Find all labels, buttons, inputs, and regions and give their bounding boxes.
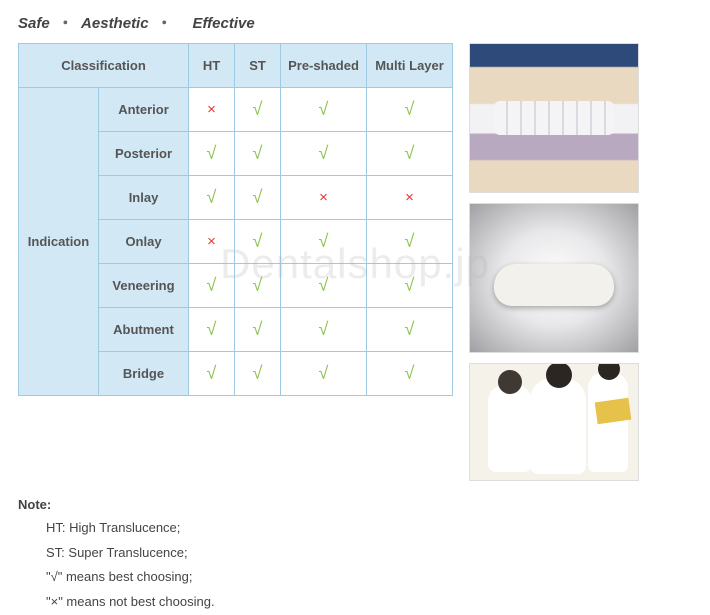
cross-icon: × bbox=[405, 189, 414, 206]
classification-table: Classification HT ST Pre-shaded Multi La… bbox=[18, 43, 453, 396]
cell-ps: √ bbox=[281, 264, 367, 308]
check-icon: √ bbox=[253, 99, 263, 119]
note-line: "√" means best choosing; bbox=[46, 565, 692, 590]
note-line: HT: High Translucence; bbox=[46, 516, 692, 541]
cell-ht: √ bbox=[189, 308, 235, 352]
note-heading: Note: bbox=[18, 497, 692, 512]
check-icon: √ bbox=[207, 363, 217, 383]
cell-ht: × bbox=[189, 88, 235, 132]
th-multilayer: Multi Layer bbox=[367, 44, 453, 88]
check-icon: √ bbox=[253, 187, 263, 207]
tagline-word-safe: Safe bbox=[18, 15, 50, 32]
check-icon: √ bbox=[319, 99, 329, 119]
check-icon: √ bbox=[207, 319, 217, 339]
cross-icon: × bbox=[207, 233, 216, 250]
cell-ps: √ bbox=[281, 220, 367, 264]
cell-st: √ bbox=[235, 176, 281, 220]
product-image-2 bbox=[469, 203, 639, 353]
cell-ps: × bbox=[281, 176, 367, 220]
th-ht: HT bbox=[189, 44, 235, 88]
check-icon: √ bbox=[319, 319, 329, 339]
cell-st: √ bbox=[235, 88, 281, 132]
cell-ml: √ bbox=[367, 308, 453, 352]
cell-ml: √ bbox=[367, 220, 453, 264]
cell-ht: × bbox=[189, 220, 235, 264]
cell-ml: √ bbox=[367, 352, 453, 396]
check-icon: √ bbox=[405, 99, 415, 119]
row-label: Veneering bbox=[99, 264, 189, 308]
rowgroup-indication: Indication bbox=[19, 88, 99, 396]
cell-ht: √ bbox=[189, 132, 235, 176]
check-icon: √ bbox=[253, 363, 263, 383]
cell-ht: √ bbox=[189, 352, 235, 396]
check-icon: √ bbox=[405, 363, 415, 383]
row-label: Abutment bbox=[99, 308, 189, 352]
row-label: Anterior bbox=[99, 88, 189, 132]
cell-ps: √ bbox=[281, 352, 367, 396]
cell-st: √ bbox=[235, 220, 281, 264]
product-image-1 bbox=[469, 43, 639, 193]
check-icon: √ bbox=[405, 231, 415, 251]
cross-icon: × bbox=[207, 101, 216, 118]
check-icon: √ bbox=[207, 275, 217, 295]
check-icon: √ bbox=[405, 275, 415, 295]
tagline-word-aesthetic: Aesthetic bbox=[81, 15, 149, 32]
cell-ps: √ bbox=[281, 88, 367, 132]
tagline: Safe ・ Aesthetic ・ Effective bbox=[18, 12, 692, 33]
check-icon: √ bbox=[253, 275, 263, 295]
check-icon: √ bbox=[253, 143, 263, 163]
tagline-dot: ・ bbox=[58, 15, 73, 32]
cell-st: √ bbox=[235, 264, 281, 308]
product-image-3 bbox=[469, 363, 639, 481]
tagline-dot: ・ bbox=[157, 15, 172, 32]
check-icon: √ bbox=[319, 143, 329, 163]
row-label: Inlay bbox=[99, 176, 189, 220]
th-classification: Classification bbox=[19, 44, 189, 88]
check-icon: √ bbox=[319, 231, 329, 251]
cell-ht: √ bbox=[189, 264, 235, 308]
cell-ps: √ bbox=[281, 132, 367, 176]
cross-icon: × bbox=[319, 189, 328, 206]
check-icon: √ bbox=[405, 319, 415, 339]
note-block: Note: HT: High Translucence; ST: Super T… bbox=[18, 497, 692, 615]
check-icon: √ bbox=[319, 275, 329, 295]
cell-ml: √ bbox=[367, 88, 453, 132]
tagline-word-effective: Effective bbox=[192, 15, 254, 32]
cell-ml: × bbox=[367, 176, 453, 220]
cell-ps: √ bbox=[281, 308, 367, 352]
row-label: Posterior bbox=[99, 132, 189, 176]
row-label: Onlay bbox=[99, 220, 189, 264]
cell-ml: √ bbox=[367, 132, 453, 176]
th-preshaded: Pre-shaded bbox=[281, 44, 367, 88]
cell-ht: √ bbox=[189, 176, 235, 220]
check-icon: √ bbox=[207, 187, 217, 207]
check-icon: √ bbox=[405, 143, 415, 163]
classification-table-wrap: Classification HT ST Pre-shaded Multi La… bbox=[18, 43, 453, 481]
cell-st: √ bbox=[235, 352, 281, 396]
note-line: "×" means not best choosing. bbox=[46, 590, 692, 615]
check-icon: √ bbox=[253, 231, 263, 251]
check-icon: √ bbox=[207, 143, 217, 163]
cell-st: √ bbox=[235, 308, 281, 352]
th-st: ST bbox=[235, 44, 281, 88]
note-line: ST: Super Translucence; bbox=[46, 541, 692, 566]
check-icon: √ bbox=[319, 363, 329, 383]
side-images bbox=[469, 43, 639, 481]
cell-ml: √ bbox=[367, 264, 453, 308]
cell-st: √ bbox=[235, 132, 281, 176]
check-icon: √ bbox=[253, 319, 263, 339]
row-label: Bridge bbox=[99, 352, 189, 396]
